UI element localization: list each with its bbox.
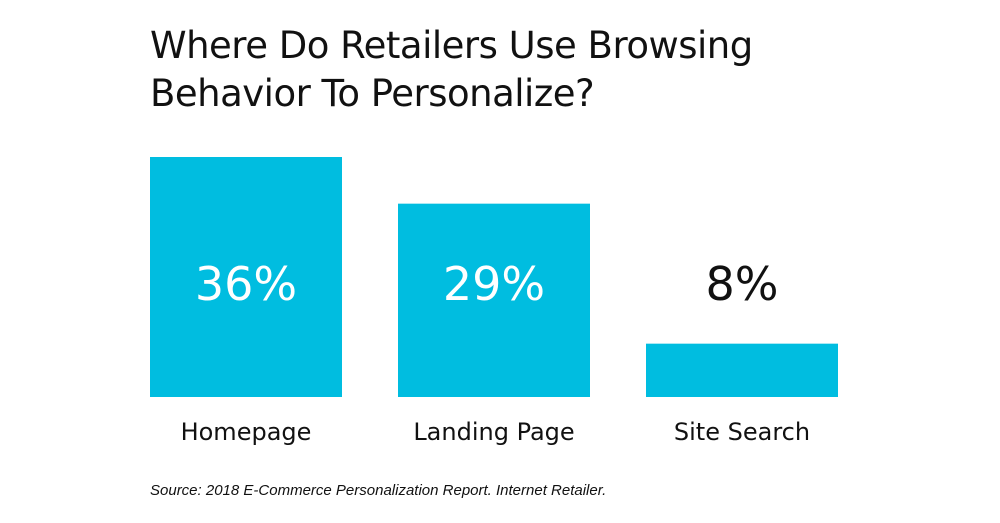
chart-title-line-1: Where Do Retailers Use Browsing xyxy=(150,24,753,67)
bar-site-search xyxy=(646,343,838,397)
source-note: Source: 2018 E-Commerce Personalization … xyxy=(150,482,607,499)
chart-title-line-2: Behavior To Personalize? xyxy=(150,72,595,115)
category-label: Site Search xyxy=(674,418,810,446)
bar-landing-page xyxy=(398,203,590,397)
value-label: 36% xyxy=(195,257,297,311)
category-label: Landing Page xyxy=(413,418,574,446)
value-label: 8% xyxy=(706,257,779,311)
value-label: 29% xyxy=(443,257,545,311)
category-label: Homepage xyxy=(181,418,312,446)
bar-homepage xyxy=(150,157,342,397)
chart-title: Where Do Retailers Use Browsing Behavior… xyxy=(150,22,910,118)
